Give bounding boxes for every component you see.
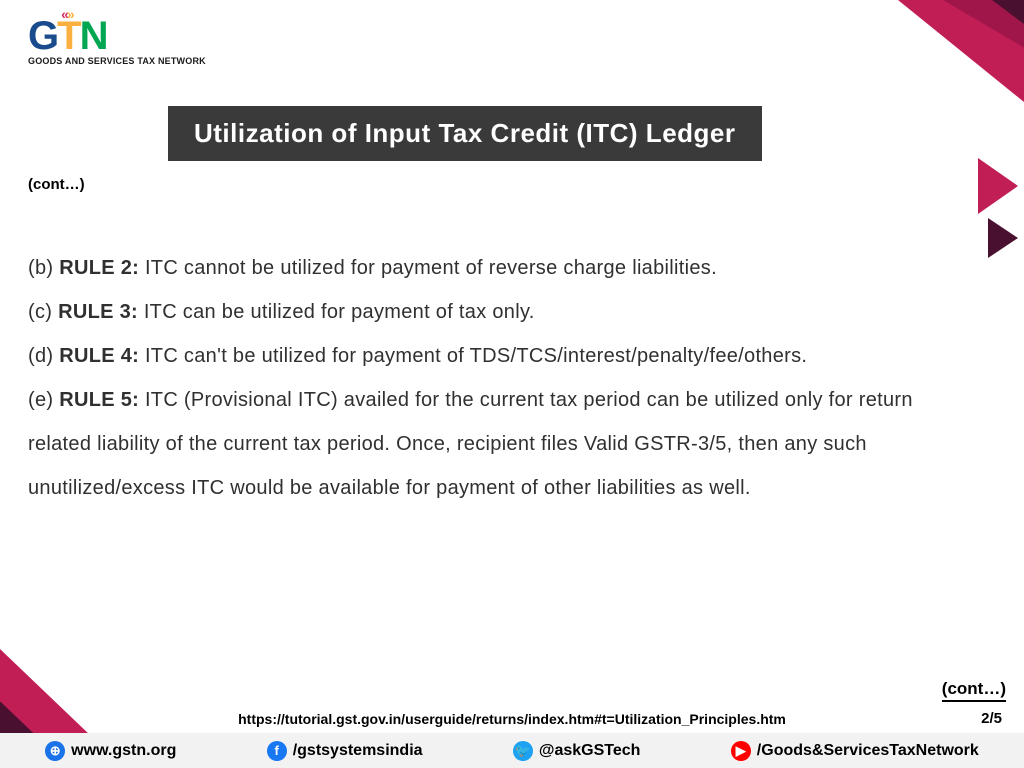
footer-twitter-text: @askGSTech	[539, 742, 641, 760]
continued-bottom: (cont…)	[942, 679, 1006, 702]
footer-youtube-text: /Goods&ServicesTaxNetwork	[757, 742, 979, 760]
twitter-icon: 🐦	[513, 741, 533, 761]
logo: G«»TN GOODS AND SERVICES TAX NETWORK	[28, 18, 206, 66]
continued-top: (cont…)	[28, 176, 85, 193]
triangle-decoration-2	[988, 218, 1018, 258]
rule-3-label: RULE 3:	[58, 301, 138, 323]
footer-website[interactable]: ⊕ www.gstn.org	[45, 741, 176, 761]
youtube-icon: ▶	[731, 741, 751, 761]
page-title: Utilization of Input Tax Credit (ITC) Le…	[168, 106, 762, 161]
logo-arrows-right: »	[67, 6, 73, 22]
footer-youtube[interactable]: ▶ /Goods&ServicesTaxNetwork	[731, 741, 979, 761]
rule-5-text: ITC (Provisional ITC) availed for the cu…	[28, 389, 913, 499]
rule-4-text: ITC can't be utilized for payment of TDS…	[139, 345, 807, 367]
rule-2-line: (b) RULE 2: ITC cannot be utilized for p…	[28, 246, 964, 290]
triangle-decoration-1	[978, 158, 1018, 214]
rule-2-label: RULE 2:	[59, 257, 139, 279]
footer-website-text: www.gstn.org	[71, 742, 176, 760]
rule-5-line: (e) RULE 5: ITC (Provisional ITC) availe…	[28, 378, 964, 510]
logo-n: N	[80, 14, 107, 58]
rule-4-prefix: (d)	[28, 345, 59, 367]
rule-3-line: (c) RULE 3: ITC can be utilized for paym…	[28, 290, 964, 334]
footer-facebook-text: /gstsystemsindia	[293, 742, 423, 760]
rule-5-label: RULE 5:	[59, 389, 139, 411]
facebook-icon: f	[267, 741, 287, 761]
rule-3-prefix: (c)	[28, 301, 58, 323]
footer-facebook[interactable]: f/gstsystemsindia	[267, 741, 423, 761]
rule-3-text: ITC can be utilized for payment of tax o…	[138, 301, 535, 323]
logo-subtitle: GOODS AND SERVICES TAX NETWORK	[28, 56, 206, 66]
rule-4-line: (d) RULE 4: ITC can't be utilized for pa…	[28, 334, 964, 378]
globe-icon: ⊕	[45, 741, 65, 761]
page-number: 2/5	[981, 710, 1002, 727]
body-content: (b) RULE 2: ITC cannot be utilized for p…	[28, 246, 964, 510]
footer-twitter[interactable]: 🐦 @askGSTech	[513, 741, 641, 761]
rule-2-text: ITC cannot be utilized for payment of re…	[139, 257, 717, 279]
rule-4-label: RULE 4:	[59, 345, 139, 367]
reference-url: https://tutorial.gst.gov.in/userguide/re…	[0, 711, 1024, 727]
footer: ⊕ www.gstn.org f/gstsystemsindia 🐦 @askGST…	[0, 733, 1024, 768]
rule-2-prefix: (b)	[28, 257, 59, 279]
logo-g: G	[28, 14, 57, 58]
rule-5-prefix: (e)	[28, 389, 59, 411]
